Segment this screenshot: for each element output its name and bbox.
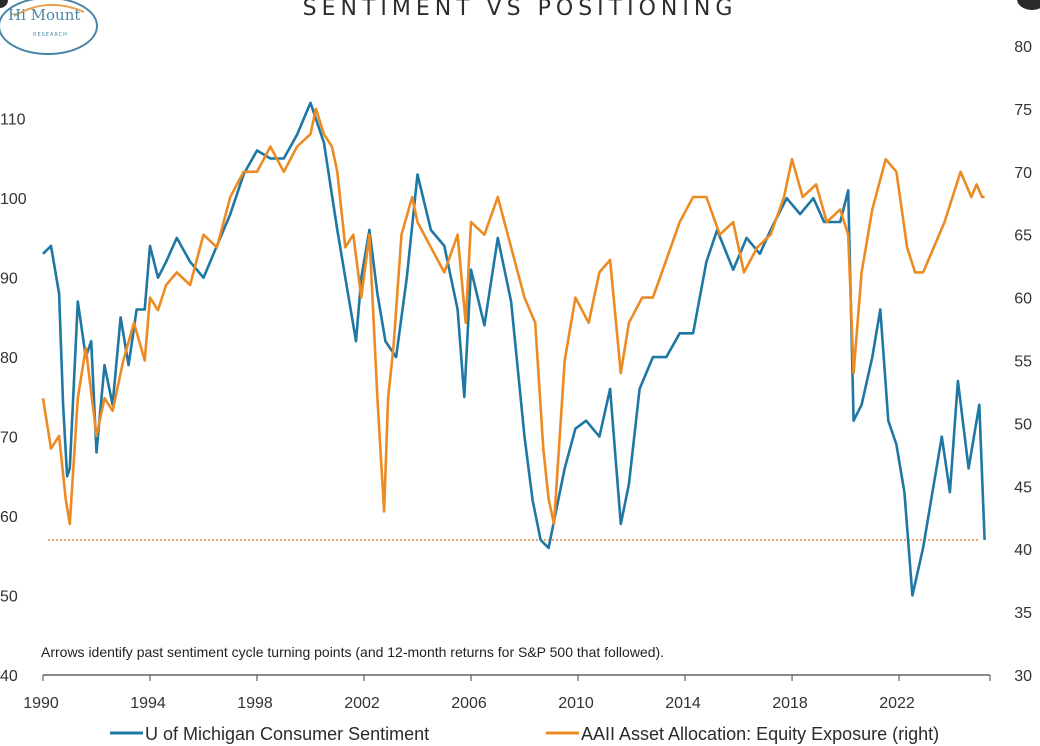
x-tick-label: 1990 bbox=[23, 695, 59, 712]
left-tick-label: 90 bbox=[0, 271, 18, 288]
left-tick-label: 40 bbox=[0, 668, 18, 685]
right-tick-label: 60 bbox=[1014, 291, 1032, 308]
x-tick-label: 1994 bbox=[130, 695, 166, 712]
right-tick-label: 30 bbox=[1014, 668, 1032, 685]
aaii-equity-exposure-line bbox=[41, 107, 985, 526]
right-tick-label: 45 bbox=[1014, 479, 1032, 496]
right-tick-label: 50 bbox=[1014, 416, 1032, 433]
michigan-sentiment-line bbox=[42, 101, 986, 597]
x-tick-label: 2018 bbox=[772, 695, 808, 712]
right-tick-label: 55 bbox=[1014, 354, 1032, 371]
x-tick-label: 2010 bbox=[558, 695, 594, 712]
x-tick-label: 2006 bbox=[451, 695, 487, 712]
left-tick-label: 80 bbox=[0, 350, 18, 367]
right-tick-label: 80 bbox=[1014, 39, 1032, 56]
page-title: SENTIMENT VS POSITIONING bbox=[302, 0, 738, 21]
axis-layer: 1990 1994 1998 2002 2006 2010 2014 2018 2022 110 1… bbox=[0, 39, 1032, 712]
left-tick-label: 100 bbox=[0, 191, 27, 208]
corner-dot-left bbox=[0, 0, 8, 8]
chart-note: Arrows identify past sentiment cycle tur… bbox=[41, 644, 664, 660]
right-tick-label: 70 bbox=[1014, 165, 1032, 182]
x-tick-label: 2014 bbox=[665, 695, 701, 712]
logo-sub-text: RESEARCH bbox=[33, 32, 68, 38]
x-tick-label: 2022 bbox=[879, 695, 915, 712]
left-tick-label: 60 bbox=[0, 509, 18, 526]
right-tick-label: 75 bbox=[1014, 102, 1032, 119]
logo-ring-icon bbox=[0, 0, 98, 55]
right-tick-label: 35 bbox=[1014, 605, 1032, 622]
x-tick-label: 2002 bbox=[344, 695, 380, 712]
series-layer bbox=[41, 101, 986, 597]
left-tick-label: 50 bbox=[0, 589, 18, 606]
right-tick-label: 40 bbox=[1014, 542, 1032, 559]
right-tick-label: 65 bbox=[1014, 228, 1032, 245]
hi-mount-logo: Hi Mount RESEARCH bbox=[0, 0, 102, 58]
corner-dot-right bbox=[1017, 0, 1040, 10]
logo-main-text: Hi Mount bbox=[8, 6, 81, 24]
legend: U of Michigan Consumer Sentiment AAII Ass… bbox=[110, 724, 939, 744]
left-tick-label: 70 bbox=[0, 430, 18, 447]
legend-label: AAII Asset Allocation: Equity Exposure (… bbox=[581, 724, 939, 744]
legend-label: U of Michigan Consumer Sentiment bbox=[145, 724, 429, 744]
x-tick-label: 1998 bbox=[237, 695, 273, 712]
left-tick-label: 110 bbox=[0, 112, 26, 129]
